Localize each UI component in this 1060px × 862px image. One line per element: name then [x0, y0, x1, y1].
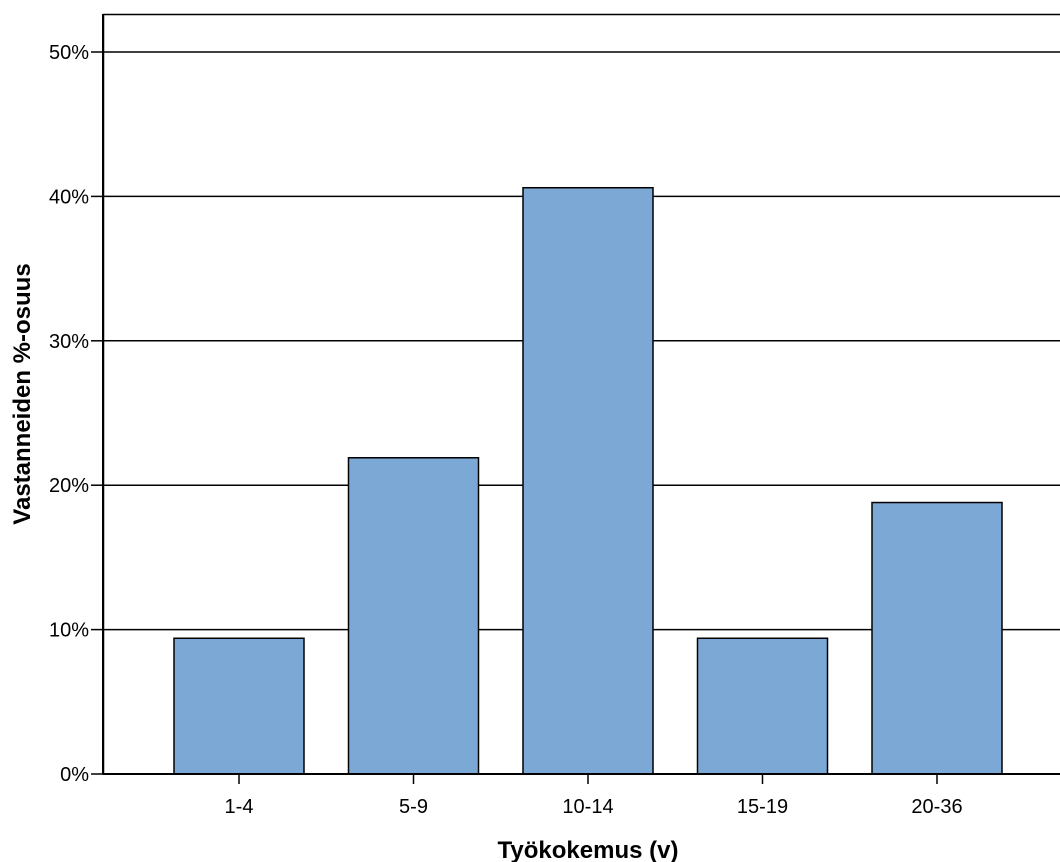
x-tick-label: 10-14 [562, 796, 613, 818]
axes [91, 14, 1060, 784]
x-tick-label: 5-9 [399, 796, 428, 818]
bar-1-4 [173, 637, 305, 775]
x-tick-labels: 1-4 5-9 10-14 15-19 20-36 [225, 796, 963, 818]
y-tick-label: 50% [49, 42, 89, 64]
bar-20-36 [871, 501, 1003, 775]
bar-5-9 [347, 457, 480, 775]
bars [173, 186, 1003, 775]
y-axis-title: Vastanneiden %-osuus [9, 263, 36, 524]
y-tick-label: 30% [49, 331, 89, 353]
bar-10-14 [522, 186, 654, 775]
y-tick-label: 0% [60, 764, 89, 786]
y-tick-label: 10% [49, 620, 89, 642]
y-tick-labels: 0% 10% 20% 30% 40% 50% [49, 42, 89, 786]
bar-15-19 [696, 637, 829, 775]
y-tick-label: 40% [49, 186, 89, 208]
y-tick-label: 20% [49, 475, 89, 497]
x-tick-label: 1-4 [225, 796, 254, 818]
x-axis-title: Työkokemus (v) [498, 837, 679, 862]
x-tick-label: 20-36 [911, 796, 962, 818]
x-tick-label: 15-19 [737, 796, 788, 818]
